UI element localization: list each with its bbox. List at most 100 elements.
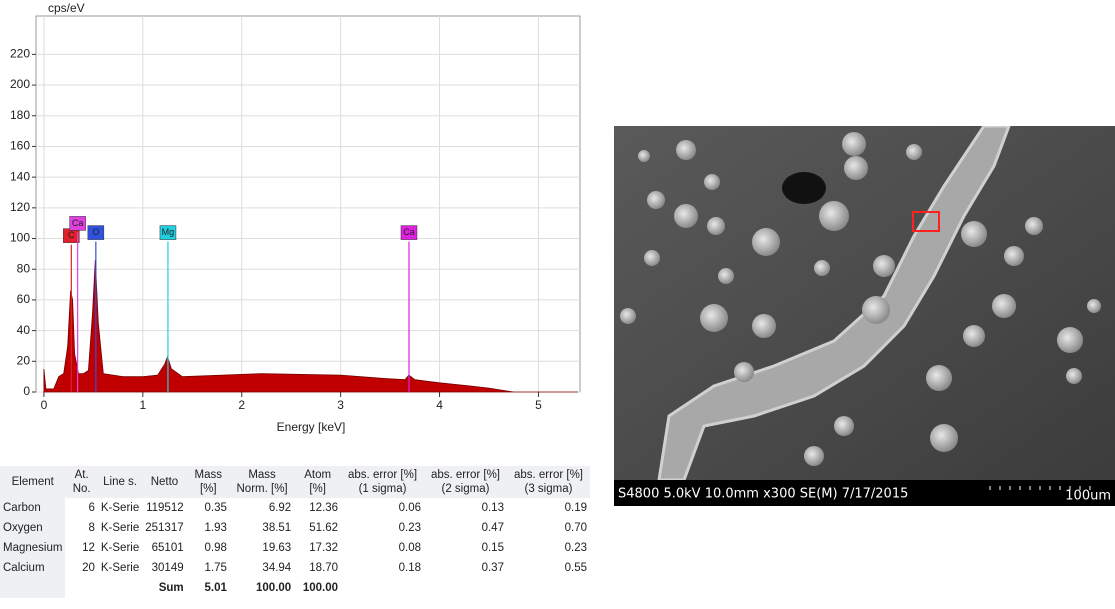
x-axis-label: Energy [keV] xyxy=(277,420,346,434)
table-cell: 0.35 xyxy=(204,502,227,514)
table-cell: K-Serie xyxy=(100,522,140,534)
table-cell: 38.51 xyxy=(262,522,292,534)
column-header: Element xyxy=(0,466,66,498)
table-cell: 0.37 xyxy=(481,562,504,574)
y-tick-label: 0 xyxy=(23,384,30,398)
table-cell: 17.32 xyxy=(309,542,339,554)
column-header: Mass [%] xyxy=(186,466,230,498)
table-row: Carbon 6 K-Serie 119512 0.35 6.92 12.36 0.06 0.1… xyxy=(0,498,590,518)
plot-area xyxy=(35,15,581,393)
table-cell: K-Serie xyxy=(100,542,140,554)
element-label: Mg xyxy=(162,227,175,237)
y-tick-label: 20 xyxy=(17,353,31,367)
table-cell: Calcium xyxy=(0,558,66,578)
column-header: Mass Norm. [%] xyxy=(229,466,295,498)
element-tag xyxy=(69,216,86,231)
table-cell: 12 xyxy=(82,542,95,554)
table-row: Oxygen 8 K-Serie 251317 1.93 38.51 51.62 0.23 0.… xyxy=(0,518,590,538)
y-tick-label: 200 xyxy=(10,77,30,91)
table-cell: 0.19 xyxy=(564,502,587,514)
sem-image: S4800 5.0kV 10.0mm x300 SE(M) 7/17/2015 … xyxy=(614,126,1115,506)
x-tick-label: 5 xyxy=(535,398,542,412)
table-cell: 0.98 xyxy=(204,542,227,554)
scale-label: 100um xyxy=(1065,489,1111,504)
table-cell: 119512 xyxy=(146,502,184,514)
image-caption: S4800 5.0kV 10.0mm x300 SE(M) 7/17/2015 xyxy=(618,487,908,502)
y-tick-label: 220 xyxy=(10,47,30,61)
table-cell xyxy=(0,578,66,598)
scale-bar xyxy=(989,486,1091,490)
table-cell: 8 xyxy=(88,522,95,534)
table-cell xyxy=(65,578,142,598)
table-cell: 1.93 xyxy=(204,522,227,534)
y-tick-label: 60 xyxy=(17,292,31,306)
element-tag xyxy=(400,225,418,240)
table-cell: K-Serie xyxy=(100,502,140,514)
element-tag xyxy=(87,225,105,240)
pore xyxy=(782,172,826,204)
x-tick-label: 0 xyxy=(41,398,48,412)
sum-cell: Sum xyxy=(158,582,184,594)
particles xyxy=(620,132,1101,466)
results-table: Element At. No. Line s. Netto Mass [%] Mass N… xyxy=(0,466,590,598)
y-tick-label: 100 xyxy=(10,231,30,245)
element-label: Ca xyxy=(403,227,415,237)
table-row: Calcium 20 K-Serie 30149 1.75 34.94 18.70 0.18 0… xyxy=(0,558,590,578)
table-cell: 0.23 xyxy=(398,522,422,534)
spectrum-chart: cps/eV Energy [keV] 02040608010012014016… xyxy=(10,1,581,434)
table-cell: 0.55 xyxy=(564,562,587,574)
table-cell: 0.70 xyxy=(564,522,587,534)
element-label: O xyxy=(92,227,99,237)
element-tag xyxy=(159,225,177,240)
column-header: abs. error [%] (2 sigma) xyxy=(424,466,507,498)
header-row: Element At. No. Line s. Netto Mass [%] Mass N… xyxy=(0,466,590,498)
column-header: At. No. xyxy=(65,466,98,498)
table-cell: 0.08 xyxy=(398,542,422,554)
table-cell: Oxygen xyxy=(0,518,66,538)
column-header: abs. error [%] (3 sigma) xyxy=(506,466,590,498)
y-tick-label: 120 xyxy=(10,200,30,214)
table-cell: 19.63 xyxy=(262,542,292,554)
x-tick-label: 4 xyxy=(436,398,443,412)
analysis-region xyxy=(912,211,940,232)
x-tick-label: 1 xyxy=(139,398,146,412)
table-cell: 1.75 xyxy=(204,562,227,574)
table-cell: Carbon xyxy=(0,498,66,518)
column-header: Atom [%] xyxy=(294,466,342,498)
table-cell: 18.70 xyxy=(309,562,339,574)
element-label: C xyxy=(68,230,75,240)
table-cell: 0.18 xyxy=(398,562,422,574)
table-cell: 30149 xyxy=(151,562,184,574)
y-tick-label: 40 xyxy=(17,323,31,337)
table-cell: 0.06 xyxy=(398,502,422,514)
table-cell: 34.94 xyxy=(262,562,292,574)
table-cell xyxy=(341,578,590,598)
table-body: Carbon 6 K-Serie 119512 0.35 6.92 12.36 0.06 0.1… xyxy=(0,498,590,598)
spectrum-area xyxy=(43,259,578,393)
table-cell: K-Serie xyxy=(100,562,140,574)
table-cell: 6 xyxy=(88,502,95,514)
table-cell: 12.36 xyxy=(309,502,339,514)
table-cell: Magnesium xyxy=(0,538,66,558)
element-label: Ca xyxy=(72,218,84,228)
table-row: Magnesium 12 K-Serie 65101 0.98 19.63 17.32 0.0… xyxy=(0,538,590,558)
x-tick-label: 2 xyxy=(238,398,245,412)
y-tick-label: 80 xyxy=(17,261,31,275)
sum-cell: 100.00 xyxy=(256,582,292,594)
table-cell: 251317 xyxy=(145,522,184,534)
y-axis-label: cps/eV xyxy=(48,1,85,15)
table-cell: 20 xyxy=(82,562,95,574)
table-cell: 51.62 xyxy=(309,522,339,534)
y-tick-label: 160 xyxy=(10,139,30,153)
table-cell: 0.47 xyxy=(481,522,504,534)
x-tick-label: 3 xyxy=(337,398,344,412)
column-header: Line s. xyxy=(97,466,143,498)
sum-cell: 5.01 xyxy=(204,582,227,594)
column-header: Netto xyxy=(142,466,187,498)
y-tick-label: 180 xyxy=(10,108,30,122)
table-cell: 65101 xyxy=(151,542,184,554)
table-cell: 0.13 xyxy=(481,502,504,514)
caption-bar xyxy=(614,480,1115,506)
column-header: abs. error [%] (1 sigma) xyxy=(341,466,425,498)
